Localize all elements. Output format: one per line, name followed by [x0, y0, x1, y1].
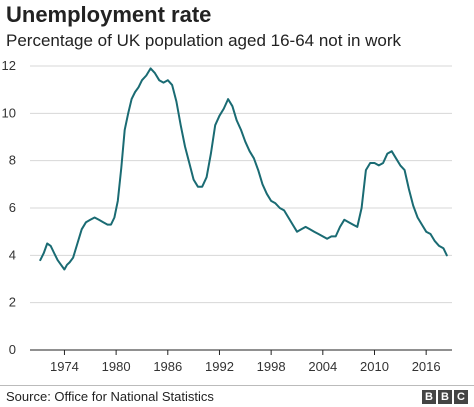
grid-layer — [30, 65, 452, 304]
unemployment-series-line — [39, 67, 448, 271]
y-tick-label: 2 — [9, 295, 16, 310]
series-layer — [39, 67, 448, 271]
y-tick-label: 12 — [2, 58, 16, 73]
bbc-logo: B B C — [422, 390, 468, 404]
source-note: Source: Office for National Statistics — [6, 389, 214, 404]
page-title: Unemployment rate — [6, 2, 212, 27]
page-subtitle: Percentage of UK population aged 16-64 n… — [6, 31, 402, 50]
bbc-logo-letter: C — [454, 390, 468, 404]
y-tick-label: 8 — [9, 153, 16, 168]
unemployment-line-chart: 0 2 4 6 8 10 12 1974 1980 1986 1992 1998 2004 2010 20… — [2, 58, 452, 374]
x-tick-label: 1998 — [257, 359, 286, 374]
x-tick-label: 1992 — [205, 359, 234, 374]
x-tick-label: 1986 — [153, 359, 182, 374]
y-tick-label: 10 — [2, 105, 16, 120]
y-tick-label: 6 — [9, 200, 16, 215]
y-tick-label: 0 — [9, 342, 16, 357]
y-tick-labels: 0 2 4 6 8 10 12 — [2, 58, 16, 357]
bbc-logo-letter: B — [422, 390, 436, 404]
x-tick-label: 2016 — [412, 359, 441, 374]
footer-divider — [0, 385, 474, 386]
x-tick-label: 1974 — [50, 359, 79, 374]
x-tick-label: 2010 — [360, 359, 389, 374]
y-tick-label: 4 — [9, 247, 16, 262]
x-tick-labels: 1974 1980 1986 1992 1998 2004 2010 2016 — [50, 350, 441, 374]
x-tick-label: 1980 — [102, 359, 131, 374]
bbc-logo-letter: B — [438, 390, 452, 404]
x-tick-label: 2004 — [308, 359, 337, 374]
